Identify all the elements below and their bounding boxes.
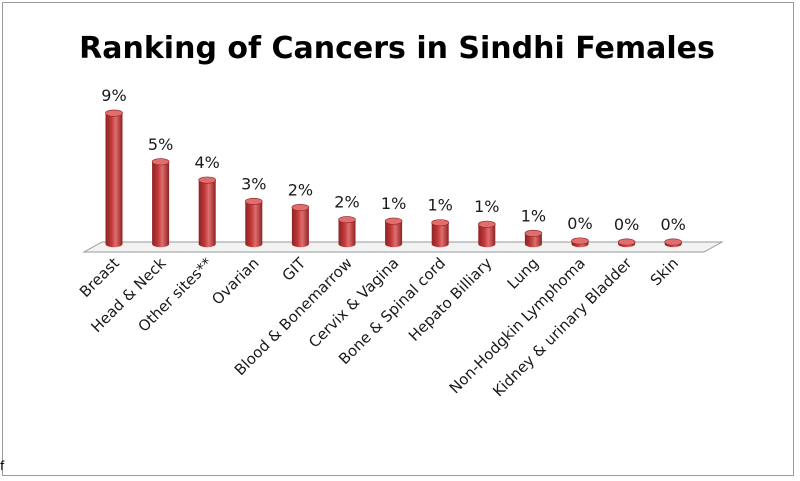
bar-top xyxy=(291,203,310,211)
bar xyxy=(338,216,356,248)
bar-top xyxy=(151,158,170,166)
data-label: 9% xyxy=(101,86,126,105)
bar-body xyxy=(198,180,216,248)
bar xyxy=(105,109,123,248)
category-label: Skin xyxy=(647,254,682,289)
bar-body xyxy=(291,207,309,248)
chart-title: Ranking of Cancers in Sindhi Females xyxy=(79,31,715,66)
bar-top xyxy=(617,238,636,246)
bar-top xyxy=(338,216,356,224)
category-label: Hepato Billiary xyxy=(405,254,496,345)
bar-body xyxy=(524,233,542,248)
bar xyxy=(291,203,310,248)
bar xyxy=(198,176,216,248)
bar-top xyxy=(198,176,216,184)
bar-body xyxy=(431,222,449,248)
data-label: 3% xyxy=(241,174,266,193)
data-label: 2% xyxy=(334,193,359,212)
bar xyxy=(245,197,263,248)
value-labels-group: 9% 5% 4% 3% 2% 2% 1% 1% 1% 1% 0% 0% 0% xyxy=(101,86,686,234)
data-label: 4% xyxy=(195,153,220,172)
data-label: 5% xyxy=(148,135,173,154)
data-label: 1% xyxy=(521,206,546,225)
bar-top xyxy=(524,229,543,237)
category-label: Lung xyxy=(504,254,543,293)
data-label: 1% xyxy=(428,196,453,215)
bar-top xyxy=(245,197,263,205)
bar xyxy=(151,158,170,248)
bar-top xyxy=(384,217,403,225)
bar-top xyxy=(664,238,683,246)
bar-top xyxy=(431,219,450,227)
bar-body xyxy=(105,113,123,248)
bar xyxy=(571,237,589,248)
bar-top xyxy=(105,109,123,117)
data-label: 1% xyxy=(381,194,406,213)
bar xyxy=(524,229,543,248)
stray-mark: f xyxy=(0,459,5,473)
bar-body xyxy=(152,161,170,248)
bar-body xyxy=(338,219,356,248)
data-label: 1% xyxy=(474,197,499,216)
chart-floor xyxy=(82,241,724,253)
bars-group xyxy=(105,109,683,248)
category-label: GIT xyxy=(279,254,310,285)
data-label: 0% xyxy=(614,215,639,234)
data-label: 0% xyxy=(661,215,686,234)
bar-body xyxy=(385,221,403,248)
bar xyxy=(384,217,403,248)
bar xyxy=(664,238,683,248)
bar-top xyxy=(477,220,496,228)
bar-body xyxy=(245,201,263,248)
bar xyxy=(617,238,636,248)
bar xyxy=(477,220,496,248)
bar xyxy=(431,219,450,248)
category-label: Ovarian xyxy=(208,254,262,308)
bar-body xyxy=(478,224,496,248)
data-label: 2% xyxy=(288,180,313,199)
bar-top xyxy=(571,237,589,245)
data-label: 0% xyxy=(567,214,592,233)
